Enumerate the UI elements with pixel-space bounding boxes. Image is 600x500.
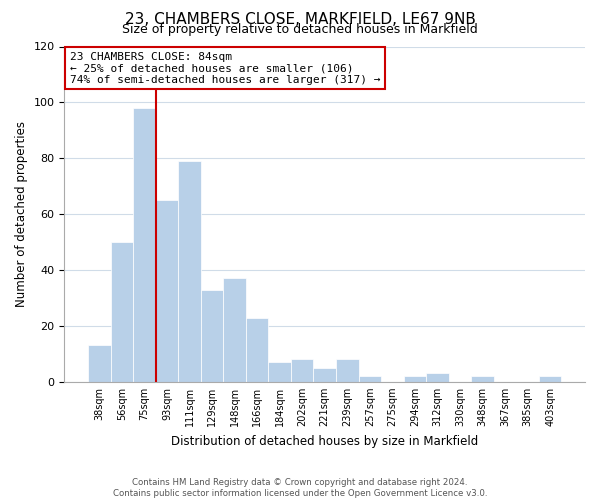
Bar [268,362,291,382]
Bar [133,108,155,382]
Bar [155,200,178,382]
Bar [404,376,426,382]
Text: 23 CHAMBERS CLOSE: 84sqm
← 25% of detached houses are smaller (106)
74% of semi-: 23 CHAMBERS CLOSE: 84sqm ← 25% of detach… [70,52,380,84]
Text: 23, CHAMBERS CLOSE, MARKFIELD, LE67 9NB: 23, CHAMBERS CLOSE, MARKFIELD, LE67 9NB [125,12,475,28]
Bar [471,376,494,382]
Bar [246,318,268,382]
Bar [178,161,201,382]
Bar [359,376,381,382]
X-axis label: Distribution of detached houses by size in Markfield: Distribution of detached houses by size … [171,434,478,448]
Bar [426,374,449,382]
Bar [88,346,110,382]
Y-axis label: Number of detached properties: Number of detached properties [15,121,28,307]
Bar [201,290,223,382]
Bar [223,278,246,382]
Bar [336,360,359,382]
Text: Size of property relative to detached houses in Markfield: Size of property relative to detached ho… [122,22,478,36]
Bar [539,376,562,382]
Text: Contains HM Land Registry data © Crown copyright and database right 2024.
Contai: Contains HM Land Registry data © Crown c… [113,478,487,498]
Bar [313,368,336,382]
Bar [110,242,133,382]
Bar [291,360,313,382]
